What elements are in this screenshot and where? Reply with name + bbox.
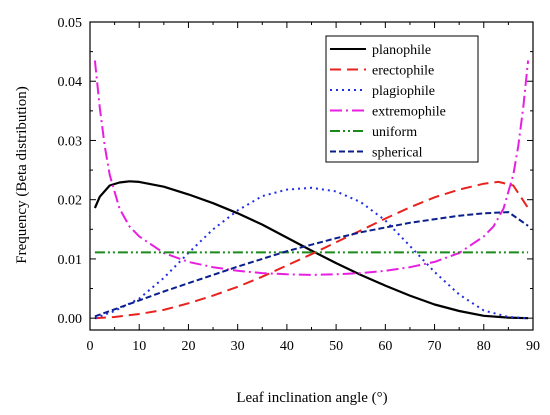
series-line-extremophile [93,60,530,276]
series-line-plagiophile [94,186,529,320]
legend-label-uniform: uniform [372,125,417,140]
series-line-erectophile [94,180,529,320]
legend-label-plagiophile: plagiophile [372,84,435,99]
x-tick-label: 50 [329,339,343,354]
x-tick-label: 60 [378,339,392,354]
legend-label-extremophile: extremophile [372,105,446,120]
x-tick-label: 90 [526,339,540,354]
y-tick-label: 0.04 [58,75,83,90]
legend: planophile erectophile plagiophile extremop… [325,35,479,163]
x-tick-label: 10 [132,339,146,354]
x-axis-title: Leaf inclination angle (°) [236,390,387,406]
y-tick-label: 0.02 [58,194,83,209]
legend-label-spherical: spherical [372,146,423,161]
x-tick-label: 0 [87,339,94,354]
x-tick-label: 70 [428,339,442,354]
series-line-spherical [94,211,529,318]
plot-layer [93,60,530,320]
legend-label-planophile: planophile [372,43,431,58]
x-tick-label: 20 [181,339,195,354]
series-line-planophile [93,180,529,320]
y-tick-label: 0.00 [58,312,83,327]
axes-layer: 0 10 20 30 40 50 60 70 80 90 0.00 0.01 0.02 0.03 0.04 0… [58,16,541,354]
x-tick-label: 40 [280,339,294,354]
legend-box [325,35,479,163]
y-tick-label: 0.05 [58,16,83,31]
y-tick-label: 0.01 [58,253,83,268]
x-tick-label: 30 [231,339,245,354]
legend-label-erectophile: erectophile [372,64,434,79]
y-tick-label: 0.03 [58,134,83,149]
y-axis-title: Frequency (Beta distribution) [14,86,30,263]
x-tick-label: 80 [477,339,491,354]
